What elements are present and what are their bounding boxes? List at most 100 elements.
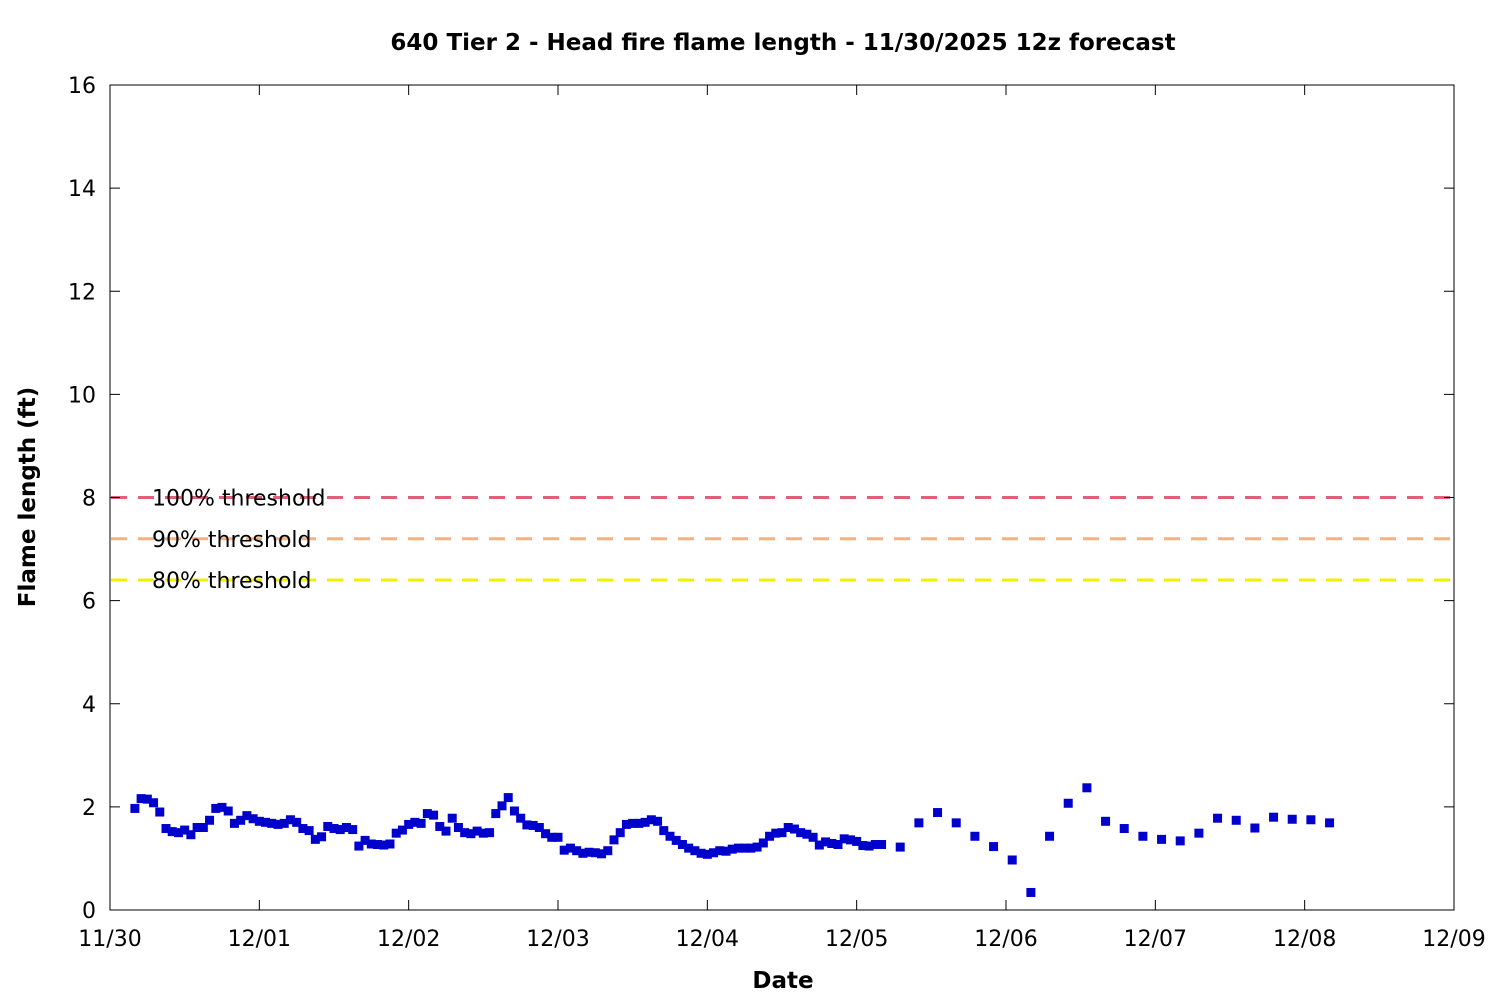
x-tick-label: 12/02	[377, 927, 440, 952]
data-point	[385, 839, 395, 849]
data-point	[373, 840, 383, 850]
data-point	[796, 828, 806, 838]
data-point	[429, 810, 439, 820]
data-point	[242, 811, 252, 821]
data-point	[460, 828, 470, 838]
x-tick-label: 11/30	[78, 927, 141, 952]
data-point	[136, 794, 146, 804]
data-point	[516, 813, 526, 823]
data-point	[615, 828, 625, 838]
x-tick-label: 12/06	[974, 927, 1037, 952]
x-tick-label: 12/07	[1124, 927, 1187, 952]
data-point	[167, 827, 177, 837]
threshold-label: 90% threshold	[152, 528, 312, 553]
y-axis-label: Flame length (ft)	[15, 387, 41, 607]
data-point	[665, 831, 675, 841]
data-point	[410, 817, 420, 827]
data-point	[503, 793, 513, 803]
data-point	[161, 824, 171, 834]
data-point	[323, 821, 333, 831]
threshold-lines	[111, 496, 1453, 582]
data-point	[298, 824, 308, 834]
data-point	[360, 835, 370, 845]
data-point	[1026, 887, 1036, 897]
y-tick-label: 8	[82, 487, 96, 512]
data-point	[254, 816, 264, 826]
data-point	[833, 840, 843, 850]
data-point	[198, 823, 208, 832]
data-point	[534, 823, 544, 832]
data-point	[192, 823, 202, 832]
data-point	[348, 825, 358, 835]
data-point	[149, 798, 159, 808]
data-point	[621, 819, 631, 829]
data-point	[229, 818, 239, 828]
data-point	[261, 817, 271, 827]
data-point	[870, 840, 880, 850]
data-point	[547, 832, 557, 842]
data-point	[677, 840, 687, 850]
data-point	[472, 826, 482, 836]
data-point	[466, 829, 476, 839]
x-tick-label: 12/09	[1422, 927, 1485, 952]
data-point	[746, 843, 756, 853]
data-point	[279, 818, 289, 828]
data-point	[211, 803, 221, 813]
data-point	[733, 843, 743, 853]
data-point	[771, 828, 781, 838]
data-point	[727, 844, 737, 854]
data-point	[223, 806, 233, 816]
data-point	[1007, 855, 1017, 865]
data-point	[765, 831, 775, 841]
threshold-label: 80% threshold	[152, 569, 312, 594]
data-point	[1063, 798, 1073, 808]
data-point	[1194, 828, 1204, 838]
data-point	[951, 818, 961, 828]
data-point	[522, 820, 532, 830]
data-point	[397, 825, 407, 835]
data-point	[572, 846, 582, 856]
data-point	[690, 846, 700, 856]
data-point	[603, 846, 613, 856]
data-point	[640, 817, 650, 827]
data-point	[1269, 812, 1279, 822]
y-tick-label: 12	[68, 280, 96, 305]
data-point	[354, 841, 364, 851]
data-point	[180, 825, 190, 835]
y-axis-ticks: 0 2 4 6 8 10 12 14 16	[68, 74, 1454, 924]
data-point	[858, 841, 868, 851]
chart-title: 640 Tier 2 - Head fire flame length - 11…	[390, 30, 1175, 56]
data-point	[628, 818, 638, 828]
data-point	[802, 829, 812, 839]
data-point	[497, 801, 507, 811]
data-point	[217, 802, 227, 812]
data-point	[441, 826, 451, 836]
threshold-labels: 100% threshold 90% threshold 80% threshold	[152, 487, 326, 595]
data-point	[783, 823, 793, 832]
data-point	[1306, 815, 1316, 825]
y-tick-label: 2	[82, 796, 96, 821]
data-point	[236, 815, 246, 825]
data-point	[541, 829, 551, 839]
data-point	[1101, 816, 1111, 826]
x-tick-label: 12/04	[676, 927, 739, 952]
data-point	[821, 837, 831, 847]
data-point	[416, 818, 426, 828]
data-point	[721, 846, 731, 856]
data-point	[1325, 818, 1335, 828]
x-tick-label: 12/03	[526, 927, 589, 952]
data-point	[877, 840, 887, 850]
data-point	[186, 830, 196, 840]
data-point	[609, 835, 619, 845]
data-point	[1119, 824, 1129, 834]
data-point	[715, 846, 725, 856]
data-point	[659, 826, 669, 836]
data-point	[777, 828, 787, 838]
data-point	[895, 842, 905, 852]
data-point	[310, 834, 320, 844]
data-point	[173, 828, 183, 838]
data-point	[1138, 831, 1148, 841]
data-point	[1157, 834, 1167, 844]
data-point	[509, 806, 519, 816]
